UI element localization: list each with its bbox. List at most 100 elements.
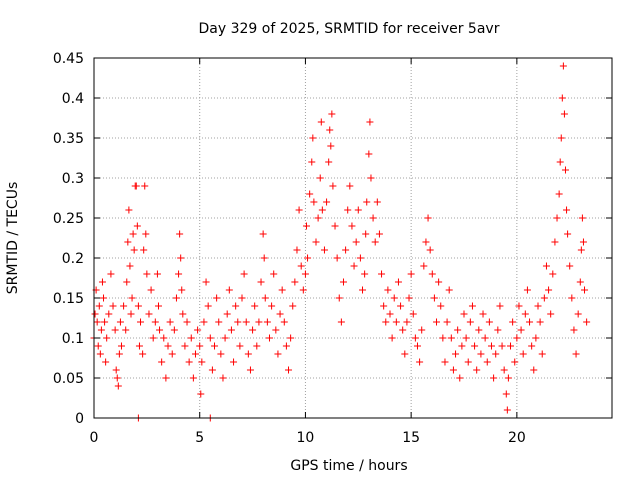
data-point [296, 207, 303, 214]
data-point [556, 191, 563, 198]
data-point [560, 63, 567, 70]
data-point [192, 351, 199, 358]
data-point [123, 279, 130, 286]
data-point [285, 367, 292, 374]
data-point [359, 287, 366, 294]
data-point [340, 279, 347, 286]
data-point [499, 343, 506, 350]
data-point [408, 271, 415, 278]
data-point [207, 335, 214, 342]
data-point [175, 271, 182, 278]
data-point [492, 351, 499, 358]
data-point [422, 239, 429, 246]
data-point [249, 327, 256, 334]
data-point [465, 359, 472, 366]
data-point [303, 223, 310, 230]
data-point [372, 239, 379, 246]
data-point [325, 159, 332, 166]
data-point [102, 359, 109, 366]
data-point [425, 215, 432, 222]
chart: Day 329 of 2025, SRMTID for receiver 5av… [0, 0, 640, 480]
data-point [302, 271, 309, 278]
data-point [353, 239, 360, 246]
data-point [176, 231, 183, 238]
data-point [450, 367, 457, 374]
data-point [370, 215, 377, 222]
x-tick-label: 15 [402, 430, 420, 446]
data-point [563, 207, 570, 214]
data-point [94, 319, 101, 326]
data-point [152, 319, 159, 326]
x-tick-label: 0 [90, 430, 99, 446]
data-point [581, 287, 588, 294]
data-point [155, 303, 162, 310]
data-point [344, 207, 351, 214]
data-point [539, 351, 546, 358]
data-point [247, 367, 254, 374]
data-point [200, 319, 207, 326]
data-point [437, 303, 444, 310]
data-point [374, 199, 381, 206]
y-tick-label: 0.3 [62, 171, 84, 187]
data-point [580, 239, 587, 246]
data-point [429, 271, 436, 278]
data-point [399, 327, 406, 334]
data-point [239, 295, 246, 302]
data-point [578, 247, 585, 254]
data-point [446, 287, 453, 294]
data-point [130, 231, 137, 238]
data-point [509, 319, 516, 326]
data-point [97, 351, 104, 358]
data-point [213, 295, 220, 302]
plot-frame [94, 58, 612, 418]
data-point [579, 215, 586, 222]
data-point [562, 167, 569, 174]
data-point [120, 303, 127, 310]
data-point [148, 287, 155, 294]
data-point [136, 343, 143, 350]
data-point [140, 247, 147, 254]
data-point [291, 279, 298, 286]
data-point [551, 239, 558, 246]
data-point [427, 247, 434, 254]
data-point [471, 343, 478, 350]
data-point [363, 199, 370, 206]
data-point [215, 319, 222, 326]
data-point [351, 263, 358, 270]
data-point [384, 287, 391, 294]
data-point [401, 351, 408, 358]
data-point [217, 351, 224, 358]
data-point [501, 367, 508, 374]
data-point [298, 263, 305, 270]
data-point [439, 335, 446, 342]
data-point [125, 207, 132, 214]
data-point [171, 327, 178, 334]
data-point [577, 279, 584, 286]
data-point [150, 335, 157, 342]
data-point [504, 407, 511, 414]
data-point [367, 175, 374, 182]
data-point [454, 327, 461, 334]
data-point [304, 255, 311, 262]
data-point [118, 343, 125, 350]
data-point [380, 303, 387, 310]
data-point [496, 303, 503, 310]
data-point [416, 359, 423, 366]
data-point [134, 223, 141, 230]
data-point [475, 327, 482, 334]
data-point [522, 311, 529, 318]
data-point [448, 335, 455, 342]
data-point [194, 327, 201, 334]
data-point [133, 183, 140, 190]
data-point [190, 375, 197, 382]
data-point [158, 359, 165, 366]
data-point [100, 295, 107, 302]
data-point [480, 311, 487, 318]
data-point [234, 319, 241, 326]
data-point [243, 319, 250, 326]
data-point [122, 327, 129, 334]
data-point [547, 311, 554, 318]
chart-marks [91, 63, 591, 422]
data-point [279, 287, 286, 294]
data-point [184, 319, 191, 326]
